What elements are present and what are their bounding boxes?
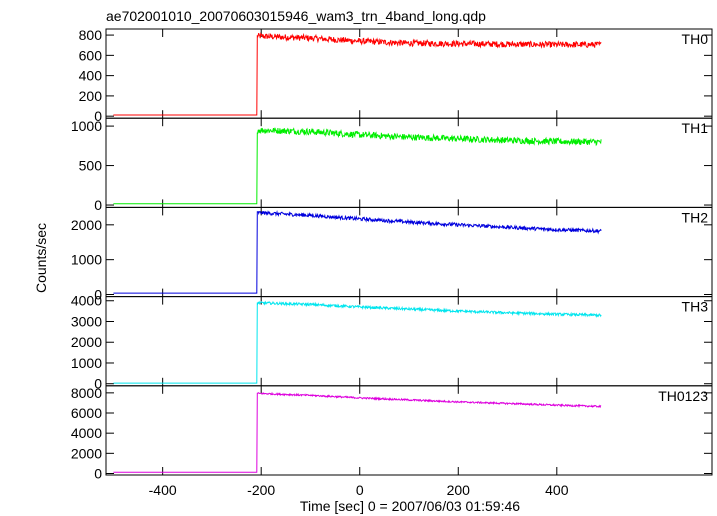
y-tick-label: 8000 bbox=[71, 385, 102, 401]
series-line-th0 bbox=[113, 32, 602, 116]
series-label: TH2 bbox=[682, 209, 709, 225]
y-tick-label: 1000 bbox=[71, 118, 102, 134]
x-tick-label: 0 bbox=[356, 482, 364, 498]
series-line-th2 bbox=[113, 210, 602, 294]
y-tick-label: 2000 bbox=[71, 334, 102, 350]
panel-frame bbox=[105, 385, 713, 476]
series-line-th3 bbox=[113, 300, 602, 384]
y-tick-label: 0 bbox=[94, 108, 102, 124]
y-tick-label: 2000 bbox=[71, 217, 102, 233]
panel-frame bbox=[105, 296, 713, 387]
panel-th0123: 0 2000 4000 6000 8000 TH0123 bbox=[71, 385, 713, 481]
y-tick-label: 600 bbox=[79, 47, 103, 63]
y-tick-label: 4000 bbox=[71, 425, 102, 441]
series-label: TH0 bbox=[682, 31, 709, 47]
x-tick-label: 200 bbox=[447, 482, 471, 498]
y-tick-label: 4000 bbox=[71, 293, 102, 309]
x-tick-label: -200 bbox=[247, 482, 275, 498]
x-tick-label: 400 bbox=[545, 482, 569, 498]
y-tick-label: 500 bbox=[79, 158, 103, 174]
y-tick-label: 0 bbox=[94, 287, 102, 303]
y-tick-label: 400 bbox=[79, 68, 103, 84]
panel-th3: 0 1000 2000 3000 4000 TH3 bbox=[71, 293, 713, 392]
y-tick-label: 1000 bbox=[71, 355, 102, 371]
y-tick-label: 200 bbox=[79, 88, 103, 104]
series-label: TH3 bbox=[682, 299, 709, 315]
chart-title: ae702001010_20070603015946_wam3_trn_4ban… bbox=[106, 8, 486, 24]
y-tick-label: 800 bbox=[79, 27, 103, 43]
y-tick-label: 0 bbox=[94, 376, 102, 392]
panel-th0: 0 200 400 600 800 TH0 bbox=[79, 27, 713, 124]
y-tick-label: 1000 bbox=[71, 252, 102, 268]
series-label: TH0123 bbox=[658, 388, 708, 404]
x-tick-label: -400 bbox=[149, 482, 177, 498]
y-tick-label: 2000 bbox=[71, 445, 102, 461]
x-axis-label: Time [sec] 0 = 2007/06/03 01:59:46 bbox=[300, 498, 520, 514]
series-line-th0123 bbox=[113, 391, 602, 473]
panel-frame bbox=[105, 117, 713, 208]
y-tick-label: 6000 bbox=[71, 405, 102, 421]
panel-th2: 0 1000 2000 TH2 bbox=[71, 206, 713, 303]
series-label: TH1 bbox=[682, 120, 709, 136]
y-tick-label: 0 bbox=[94, 465, 102, 481]
series-line-th1 bbox=[113, 127, 602, 205]
y-tick-label: 3000 bbox=[71, 313, 102, 329]
y-tick-label: 0 bbox=[94, 197, 102, 213]
panel-th1: 0 500 1000 TH1 bbox=[71, 117, 713, 213]
y-axis-label: Counts/sec bbox=[33, 223, 49, 293]
panel-frame bbox=[105, 206, 713, 298]
